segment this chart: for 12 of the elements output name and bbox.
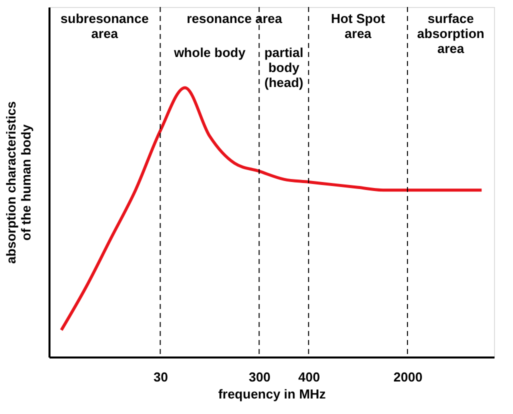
x-tick-label: 300 <box>248 370 270 384</box>
text: surface absorption area <box>417 11 484 56</box>
x-tick-label: 2000 <box>394 370 422 384</box>
y-axis-title: absorption characteristics of the human body <box>4 101 34 264</box>
text: Hot Spot area <box>330 11 386 41</box>
annotation: partial body (head) <box>264 45 304 90</box>
x-tick-label: 30 <box>154 370 168 384</box>
text: whole body <box>172 45 246 60</box>
x-tick-label: 400 <box>298 370 320 384</box>
text: subresonance area <box>60 11 149 41</box>
x-axis-title: frequency in MHz <box>218 386 326 402</box>
text: resonance area <box>186 11 283 26</box>
